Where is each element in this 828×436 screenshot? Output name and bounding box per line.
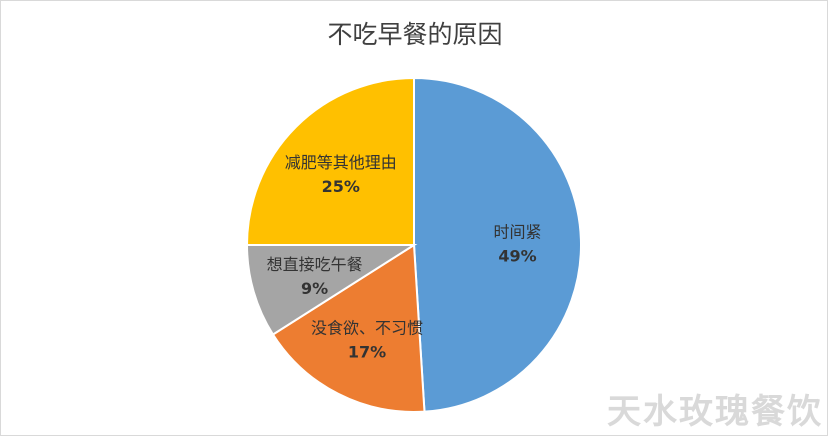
- slice-category-label: 减肥等其他理由: [285, 153, 397, 172]
- pie-slice: [245, 244, 418, 336]
- slice-percent-label: 25%: [322, 177, 360, 196]
- slice-category-label: 想直接吃午餐: [267, 255, 363, 274]
- chart-title: 不吃早餐的原因: [327, 20, 503, 49]
- slice-category-label: 没食欲、不习惯: [311, 318, 423, 337]
- pie-slice: [271, 243, 426, 413]
- slice-percent-label: 17%: [348, 342, 386, 361]
- pie-slice: [413, 76, 582, 413]
- slice-percent-label: 9%: [301, 279, 328, 298]
- slice-percent-label: 49%: [498, 247, 536, 266]
- pie-slice: [245, 76, 415, 246]
- slice-category-label: 时间紧: [493, 223, 541, 242]
